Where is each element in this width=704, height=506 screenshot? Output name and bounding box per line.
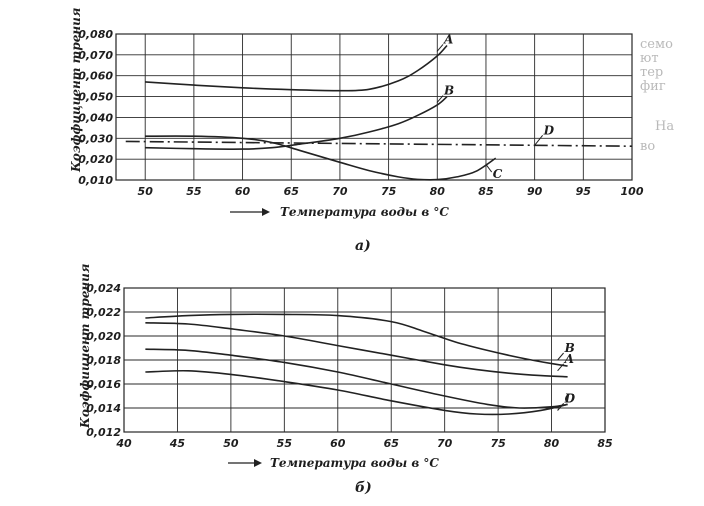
x-tick-label: 40 xyxy=(115,437,132,450)
series-leader xyxy=(485,163,493,173)
series-labels-b: BA CD xyxy=(557,341,576,411)
x-tick-label: 60 xyxy=(235,185,251,198)
y-tick-label: 0,070 xyxy=(78,49,113,62)
series-label-a: A xyxy=(443,32,453,46)
x-axis-label-b: Температура воды в °C xyxy=(270,456,439,470)
series-label-c: C xyxy=(493,167,503,181)
bleed-text-3: тер xyxy=(640,65,663,80)
y-tick-label: 0,018 xyxy=(86,354,121,367)
x-tick-label: 70 xyxy=(437,437,453,450)
series-label-c: C xyxy=(565,391,575,405)
series-leader xyxy=(557,363,564,372)
panel-label-a: а) xyxy=(355,238,371,254)
y-tick-label: 0,030 xyxy=(78,132,113,145)
series-labels-a: A B C D xyxy=(436,32,555,181)
x-tick-label: 85 xyxy=(478,185,494,198)
series-label-d: D xyxy=(543,123,555,137)
series-label-a: A xyxy=(564,352,574,366)
x-tick-label: 75 xyxy=(381,185,397,198)
bleed-text-6: во xyxy=(640,139,655,154)
y-tick-label: 0,020 xyxy=(86,330,121,343)
series-leader xyxy=(436,95,444,103)
series-leader xyxy=(436,44,444,52)
x-tick-label: 70 xyxy=(332,185,348,198)
bleed-text-2: ют xyxy=(640,51,659,66)
series-line-a xyxy=(145,322,568,378)
y-tick-labels-a: 0,010 0,020 0,030 0,040 0,050 0,060 0,070 0,080 xyxy=(78,28,113,187)
series-curves-a xyxy=(125,44,633,181)
series-line-b xyxy=(145,95,448,150)
bleed-text-5: На xyxy=(655,119,674,134)
x-tick-label: 50 xyxy=(138,185,154,198)
x-tick-label: 60 xyxy=(330,437,346,450)
x-axis-arrow-b xyxy=(228,459,262,467)
y-tick-label: 0,060 xyxy=(78,70,113,83)
bleed-text-4: фиг xyxy=(640,79,666,94)
x-tick-label: 65 xyxy=(284,185,300,198)
series-line-d xyxy=(125,140,633,148)
x-tick-labels-b: 40 45 50 55 60 65 70 75 80 85 xyxy=(115,437,613,450)
x-tick-labels-a: 50 55 60 65 70 75 80 85 90 95 100 xyxy=(138,185,644,198)
y-tick-labels-b: 0,012 0,014 0,016 0,018 0,020 0,022 0,024 xyxy=(86,282,121,439)
series-label-b: B xyxy=(443,84,454,98)
x-tick-label: 50 xyxy=(223,437,239,450)
series-leader xyxy=(557,352,564,361)
series-leader xyxy=(534,134,544,146)
series-line-d xyxy=(145,369,568,416)
y-tick-label: 0,024 xyxy=(86,282,121,295)
x-tick-label: 45 xyxy=(169,437,186,450)
x-tick-label: 100 xyxy=(621,185,644,198)
x-axis-label-a: Температура воды в °C xyxy=(280,205,449,219)
plot-frame-a xyxy=(115,33,633,181)
y-tick-label: 0,040 xyxy=(78,111,113,124)
x-tick-label: 80 xyxy=(544,437,560,450)
y-axis-label-a: Коэффициент трения xyxy=(69,8,83,173)
y-tick-label: 0,014 xyxy=(86,402,121,415)
series-line-c xyxy=(145,348,568,409)
y-tick-label: 0,016 xyxy=(86,378,121,391)
bleed-text-1: семо xyxy=(640,37,673,52)
series-line-b xyxy=(145,313,568,367)
x-tick-label: 55 xyxy=(277,437,293,450)
series-label-b: B xyxy=(564,341,575,355)
y-tick-label: 0,050 xyxy=(78,91,113,104)
series-curves-b xyxy=(145,313,568,416)
x-tick-label: 55 xyxy=(186,185,202,198)
y-axis-label-b: Коэффициент трения xyxy=(78,264,92,429)
x-tick-label: 80 xyxy=(430,185,446,198)
x-axis-arrow-a xyxy=(230,208,270,216)
y-tick-label: 0,012 xyxy=(86,426,121,439)
series-leader xyxy=(557,403,564,411)
series-line-a xyxy=(145,44,448,92)
x-tick-label: 95 xyxy=(576,185,592,198)
plot-grid-a xyxy=(115,33,633,181)
y-tick-label: 0,020 xyxy=(78,153,113,166)
y-tick-label: 0,010 xyxy=(78,174,113,187)
x-tick-label: 75 xyxy=(490,437,506,450)
x-tick-label: 90 xyxy=(527,185,543,198)
x-tick-label: 65 xyxy=(384,437,400,450)
series-line-c xyxy=(145,135,497,181)
panel-label-b: б) xyxy=(355,480,372,496)
y-tick-label: 0,080 xyxy=(78,28,113,41)
series-label-d: D xyxy=(564,391,576,405)
x-tick-label: 85 xyxy=(597,437,613,450)
background-bleed-text: семо ют тер фиг На во xyxy=(640,37,674,154)
y-tick-label: 0,022 xyxy=(86,306,121,319)
